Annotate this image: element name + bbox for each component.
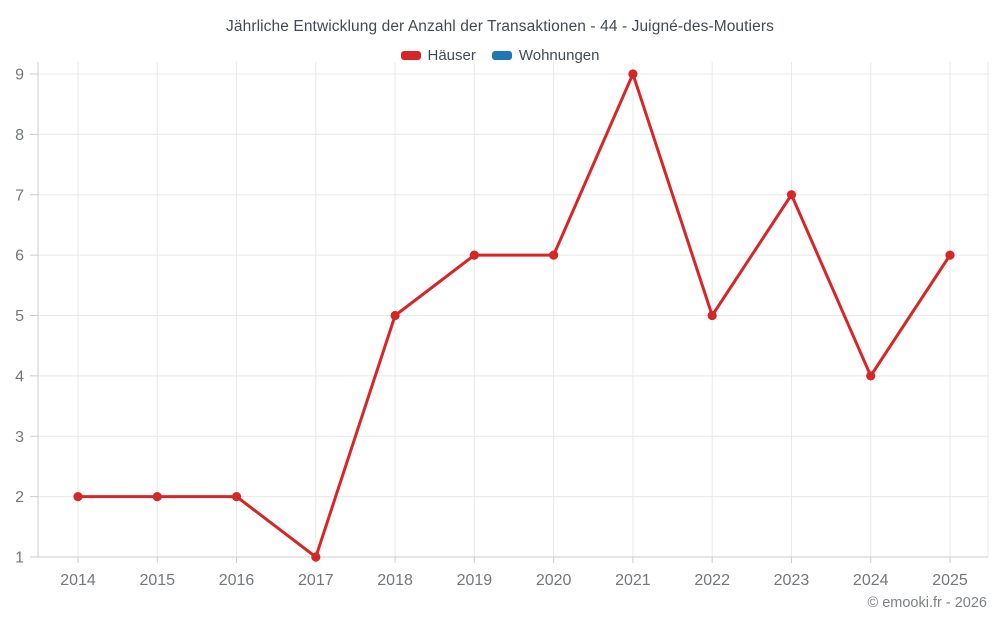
data-point-häuser-2025[interactable] bbox=[945, 250, 955, 260]
data-point-häuser-2020[interactable] bbox=[549, 250, 559, 260]
y-tick-label: 1 bbox=[15, 550, 24, 567]
x-tick-label: 2024 bbox=[853, 572, 889, 589]
x-tick-label: 2022 bbox=[694, 572, 730, 589]
legend-swatch-haeuser bbox=[400, 51, 421, 60]
copyright-text: © emooki.fr - 2026 bbox=[867, 595, 987, 611]
data-point-häuser-2016[interactable] bbox=[231, 492, 242, 502]
x-tick-label: 2019 bbox=[457, 572, 493, 589]
y-tick-label: 9 bbox=[15, 67, 24, 84]
legend-label-haeuser: Häuser bbox=[427, 47, 476, 64]
legend-swatch-wohnungen bbox=[491, 51, 512, 60]
y-tick-label: 7 bbox=[15, 187, 24, 204]
y-tick-label: 6 bbox=[15, 248, 24, 265]
legend-label-wohnungen: Wohnungen bbox=[518, 47, 600, 64]
legend: Häuser Wohnungen bbox=[0, 47, 1000, 64]
x-tick-label: 2025 bbox=[932, 572, 968, 589]
y-tick-label: 3 bbox=[15, 429, 24, 446]
data-point-häuser-2023[interactable] bbox=[786, 190, 797, 200]
x-tick-label: 2020 bbox=[536, 572, 572, 589]
data-point-häuser-2015[interactable] bbox=[152, 492, 162, 502]
x-tick-label: 2018 bbox=[377, 572, 413, 589]
x-tick-label: 2017 bbox=[298, 572, 334, 589]
y-tick-label: 8 bbox=[15, 127, 24, 144]
data-point-häuser-2019[interactable] bbox=[469, 250, 479, 260]
x-tick-label: 2023 bbox=[774, 572, 810, 589]
x-tick-label: 2021 bbox=[615, 572, 651, 589]
y-tick-label: 2 bbox=[15, 489, 24, 506]
data-point-häuser-2017[interactable] bbox=[311, 552, 321, 562]
data-point-häuser-2018[interactable] bbox=[390, 310, 400, 321]
y-tick-label: 5 bbox=[15, 308, 24, 325]
y-tick-label: 4 bbox=[15, 368, 24, 385]
legend-item-wohnungen[interactable]: Wohnungen bbox=[491, 47, 600, 64]
x-tick-label: 2016 bbox=[219, 572, 255, 589]
series-line-häuser bbox=[76, 72, 952, 559]
x-tick-label: 2014 bbox=[60, 572, 96, 589]
data-point-häuser-2024[interactable] bbox=[866, 371, 876, 381]
data-point-häuser-2021[interactable] bbox=[628, 69, 638, 79]
data-point-häuser-2014[interactable] bbox=[73, 492, 83, 502]
x-tick-label: 2015 bbox=[139, 572, 175, 589]
legend-item-haeuser[interactable]: Häuser bbox=[400, 47, 476, 64]
data-point-häuser-2022[interactable] bbox=[707, 310, 717, 321]
chart-title: Jährliche Entwicklung der Anzahl der Tra… bbox=[226, 18, 774, 35]
